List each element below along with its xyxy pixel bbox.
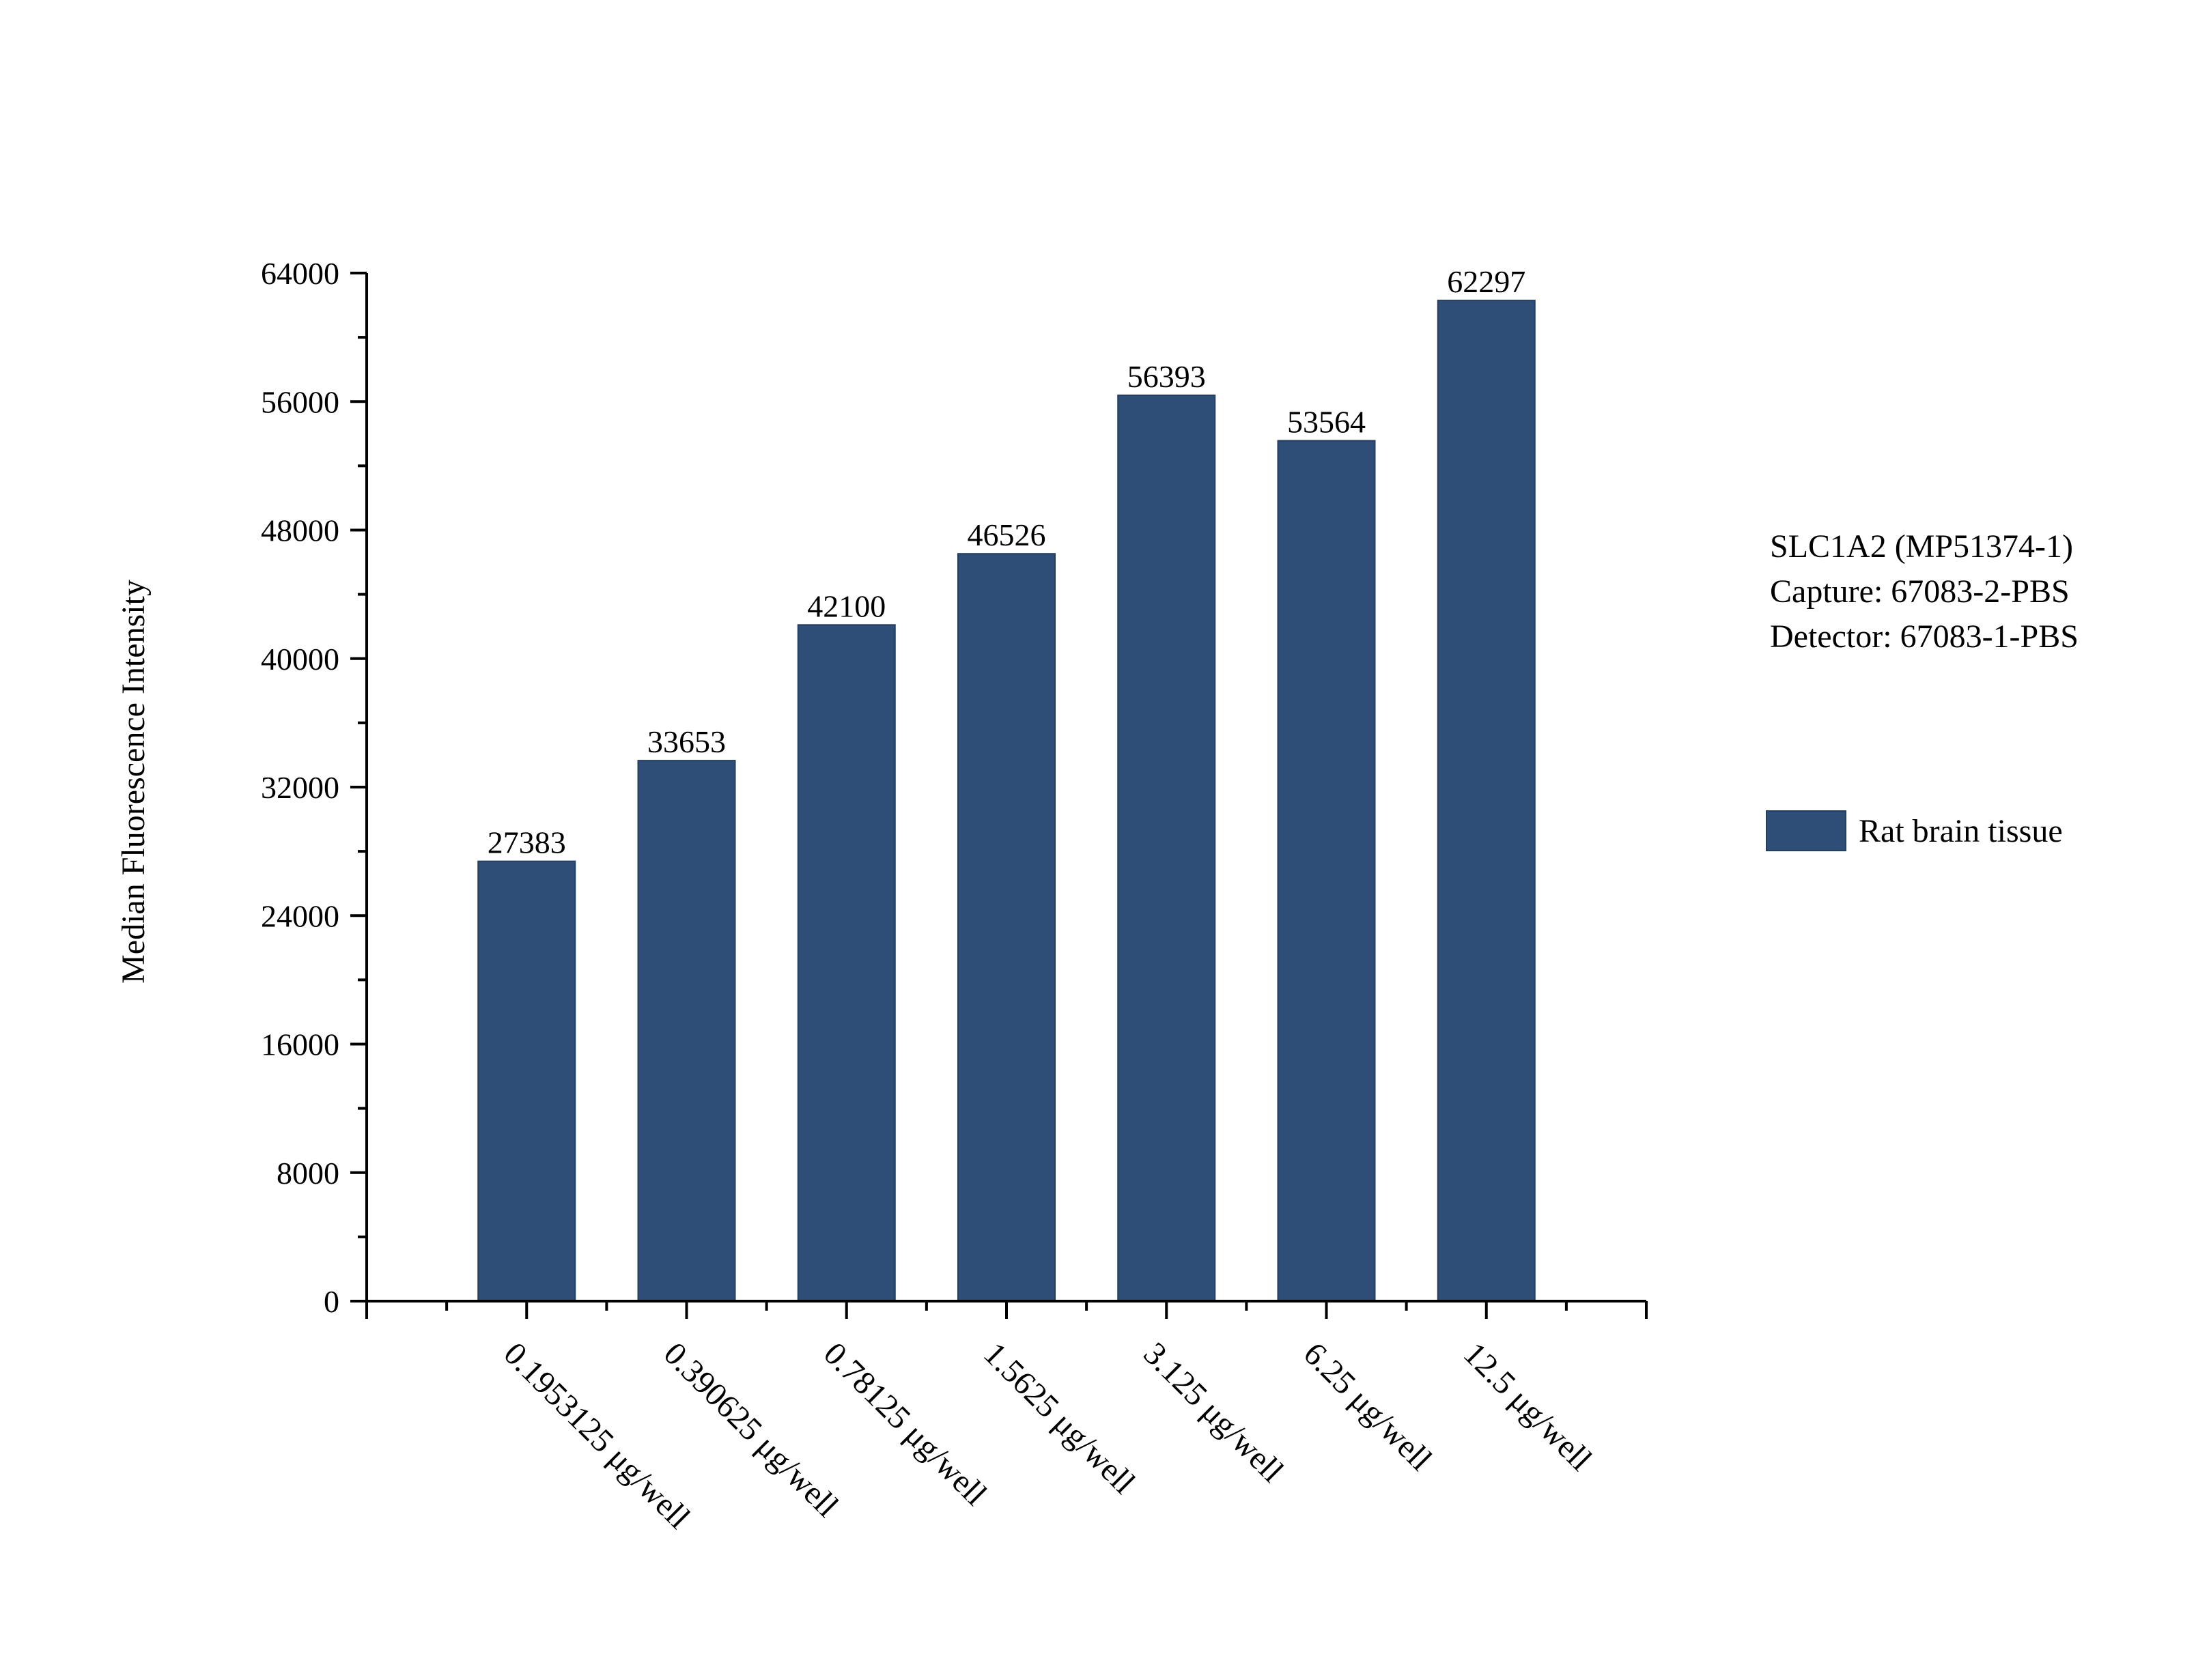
legend-swatch — [1766, 810, 1846, 851]
bar-value-label: 42100 — [807, 588, 886, 623]
bar-value-label: 56393 — [1127, 359, 1206, 394]
bar-1 — [477, 860, 576, 1302]
y-tick-label: 24000 — [261, 898, 339, 933]
y-tick-label: 64000 — [261, 256, 339, 291]
y-tick-label: 32000 — [261, 770, 339, 805]
y-tick-label: 16000 — [261, 1027, 339, 1062]
bar-value-label: 33653 — [647, 724, 726, 759]
data-labels-layer: 27383 33653 42100 46526 56393 53564 62297 — [488, 264, 1526, 860]
annotation-antibody: SLC1A2 (MP51374-1) — [1770, 528, 2074, 565]
bar-4 — [957, 553, 1056, 1302]
assay-annotation: SLC1A2 (MP51374-1) Capture: 67083-2-PBS … — [1770, 524, 2079, 659]
bar-value-label: 53564 — [1287, 405, 1366, 440]
annotation-detector: Detector: 67083-1-PBS — [1770, 618, 2079, 655]
legend: Rat brain tissue — [1766, 810, 2063, 852]
bar-value-label: 27383 — [488, 825, 566, 860]
x-tick-label: 0.390625 μg/well — [657, 1335, 845, 1524]
y-tick-label: 0 — [324, 1284, 339, 1319]
bar-5 — [1117, 395, 1216, 1302]
legend-label: Rat brain tissue — [1859, 812, 2063, 849]
bar-2 — [637, 760, 736, 1302]
bar-value-label: 62297 — [1447, 264, 1525, 299]
x-tick-label: 1.5625 μg/well — [976, 1335, 1142, 1500]
x-tick-label: 12.5 μg/well — [1456, 1335, 1599, 1477]
bar-7 — [1437, 300, 1536, 1302]
x-tick-label: 6.25 μg/well — [1297, 1335, 1439, 1477]
bar-value-label: 46526 — [968, 517, 1046, 552]
annotation-capture: Capture: 67083-2-PBS — [1770, 573, 2070, 610]
x-tick-label: 0.78125 μg/well — [817, 1335, 994, 1512]
bar-3 — [797, 624, 896, 1302]
y-axis-title: Median Fluorescence Intensity — [115, 580, 152, 984]
bars-layer — [477, 300, 1536, 1302]
y-tick-label: 56000 — [261, 384, 339, 419]
y-tick-label: 8000 — [277, 1156, 339, 1191]
bar-6 — [1277, 440, 1376, 1302]
y-tick-label: 48000 — [261, 513, 339, 548]
y-tick-label: 40000 — [261, 642, 339, 677]
x-tick-label: 3.125 μg/well — [1136, 1335, 1290, 1489]
